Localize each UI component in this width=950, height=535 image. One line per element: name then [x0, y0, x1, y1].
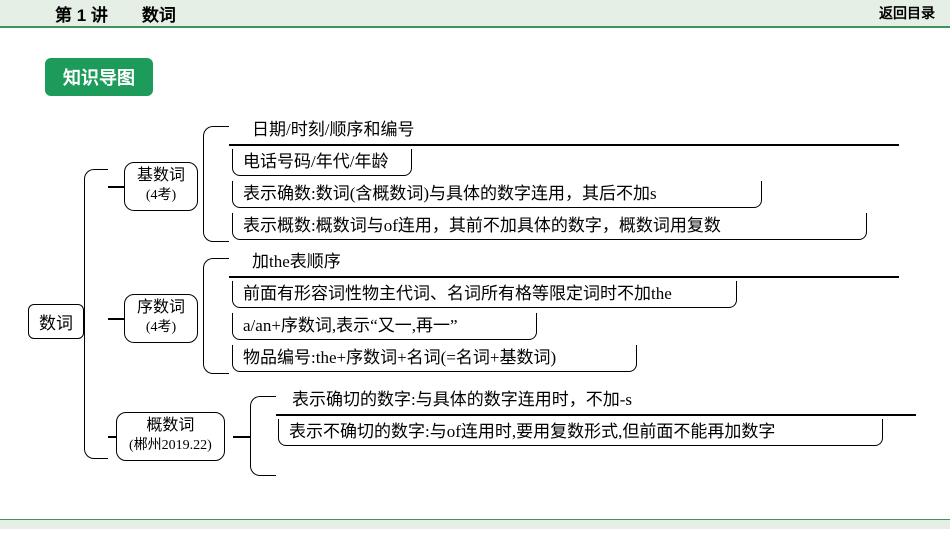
category-name: 基数词 — [137, 166, 185, 187]
leaf-item: 表示不确切的数字:与of连用时,要用复数形式,但前面不能再加数字 — [278, 419, 883, 446]
leaf-item: a/an+序数词,表示“又一,再一” — [232, 313, 537, 340]
connector — [108, 436, 116, 438]
leaf-item: 表示确切的数字:与具体的数字连用时，不加-s — [288, 389, 636, 410]
connector — [108, 186, 124, 188]
group-divider — [229, 144, 899, 146]
back-to-toc-link[interactable]: 返回目录 — [879, 3, 935, 23]
category-cardinal: 基数词 (4考) — [124, 162, 198, 211]
category-name: 序数词 — [137, 298, 185, 319]
connector — [108, 318, 124, 320]
leaf-item: 物品编号:the+序数词+名词(=名词+基数词) — [232, 345, 637, 372]
leaf-item: 前面有形容词性物主代词、名词所有格等限定词时不加the — [232, 281, 737, 308]
root-node: 数词 — [28, 304, 84, 339]
category-sub: (4考) — [137, 319, 185, 337]
header-bar: 第 1 讲 数词 返回目录 — [0, 0, 950, 28]
leaf-item: 表示确数:数词(含概数词)与具体的数字连用，其后不加s — [232, 181, 762, 208]
group-divider — [276, 414, 916, 416]
leaf-item: 日期/时刻/顺序和编号 — [248, 119, 418, 140]
leaf-item: 表示概数:概数词与of连用，其前不加具体的数字，概数词用复数 — [232, 213, 867, 240]
mindmap-diagram: 数词 基数词 (4考) 序数词 (4考) 概数词 (郴州2019.22) 日期/… — [28, 114, 928, 504]
group-divider — [229, 276, 899, 278]
category-sub: (4考) — [137, 187, 185, 205]
leaf-item: 加the表顺序 — [248, 251, 345, 272]
leaf-item: 电话号码/年代/年龄 — [232, 149, 412, 176]
root-bracket — [84, 169, 108, 459]
category-sub: (郴州2019.22) — [129, 437, 212, 455]
category-name: 概数词 — [129, 416, 212, 437]
page-title: 第 1 讲 数词 — [0, 1, 176, 26]
bracket-approximate — [250, 396, 276, 476]
category-ordinal: 序数词 (4考) — [124, 294, 198, 343]
footer-bar — [0, 519, 950, 529]
section-tag: 知识导图 — [45, 58, 153, 96]
bracket-ordinal — [203, 258, 229, 374]
bracket-cardinal — [203, 126, 229, 242]
category-approximate: 概数词 (郴州2019.22) — [116, 412, 225, 461]
connector — [233, 436, 250, 438]
